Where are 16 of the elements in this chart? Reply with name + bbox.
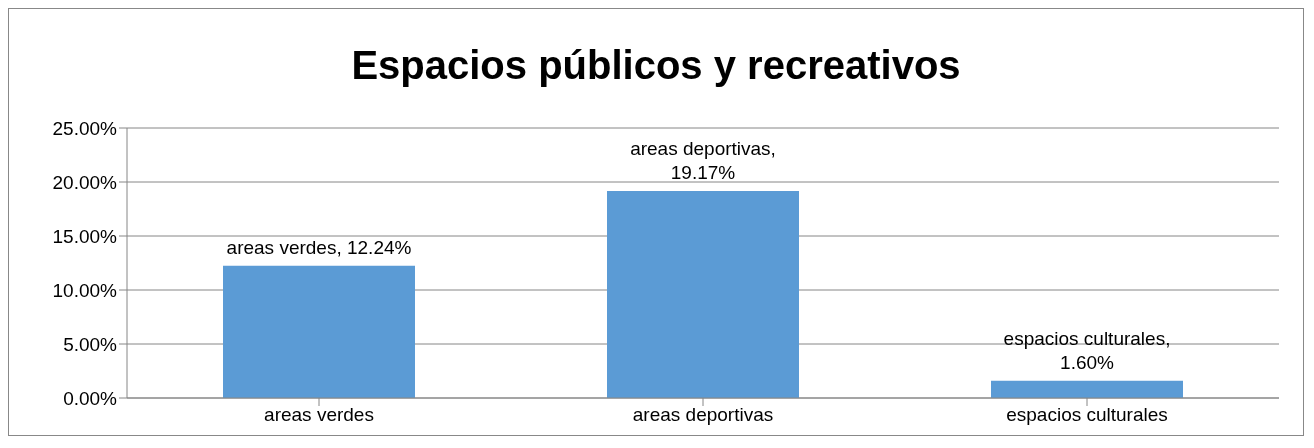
data-label: areas deportivas, 19.17% [630, 137, 776, 183]
data-label: areas verdes, 12.24% [226, 236, 412, 258]
y-tick-label: 25.00% [52, 117, 118, 139]
x-tick-label: areas verdes [264, 404, 374, 426]
y-tick-label: 15.00% [52, 225, 118, 247]
x-tick-label: espacios culturales [1006, 404, 1168, 426]
y-tick-label: 10.00% [52, 279, 118, 301]
data-label: espacios culturales, 1.60% [1003, 327, 1171, 373]
y-tick-label: 20.00% [52, 171, 118, 193]
bar [991, 380, 1183, 398]
bar [607, 190, 799, 398]
y-tick-label: 0.00% [63, 387, 118, 409]
y-tick-label: 5.00% [63, 333, 118, 355]
bar [223, 265, 415, 398]
x-tick-label: areas deportivas [632, 404, 774, 426]
chart-title: Espacios públicos y recreativos [350, 43, 962, 89]
